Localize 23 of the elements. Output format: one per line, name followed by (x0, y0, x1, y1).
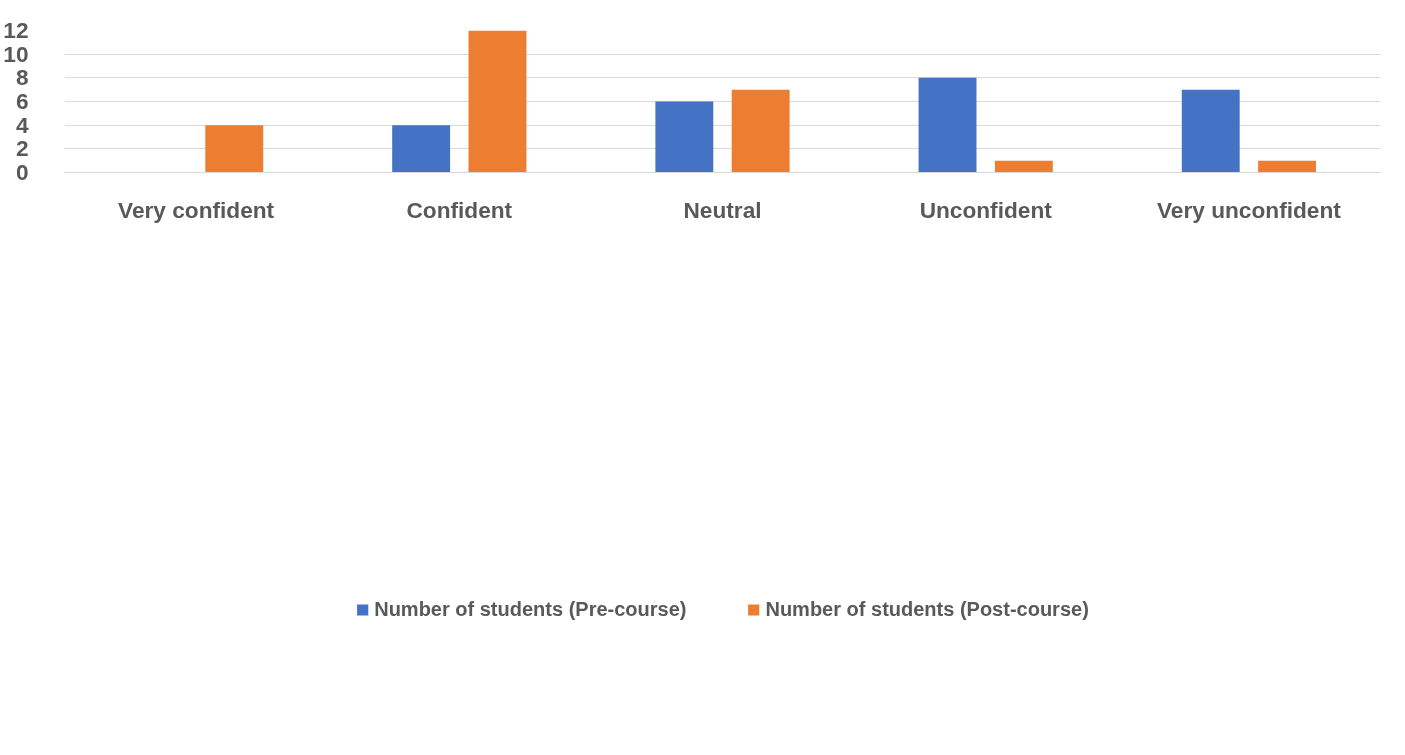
y-tick-label: 4 (15, 111, 29, 138)
y-tick-label: 12 (3, 17, 29, 43)
legend-label: Number of students (Pre-course) (374, 597, 687, 621)
y-tick-label: 0 (15, 159, 29, 185)
bar (731, 89, 790, 173)
y-tick-label: 2 (15, 135, 29, 162)
x-tick-label: Very unconfident (1157, 196, 1342, 223)
y-tick-label: 6 (15, 88, 29, 114)
bar (1181, 89, 1240, 173)
x-tick-label: Unconfident (919, 196, 1053, 223)
bar (918, 77, 977, 173)
bar (1258, 160, 1317, 173)
x-tick-label: Confident (406, 196, 513, 223)
legend-label: Number of students (Post-course) (765, 597, 1089, 621)
y-tick-label: 8 (15, 64, 29, 91)
bar (655, 101, 714, 173)
bar (205, 125, 264, 173)
bar (468, 30, 527, 173)
y-tick-label: 10 (3, 40, 29, 67)
bar (994, 160, 1053, 173)
x-tick-label: Very confident (118, 196, 275, 223)
x-tick-label: Neutral (683, 196, 762, 223)
bar (392, 125, 451, 173)
